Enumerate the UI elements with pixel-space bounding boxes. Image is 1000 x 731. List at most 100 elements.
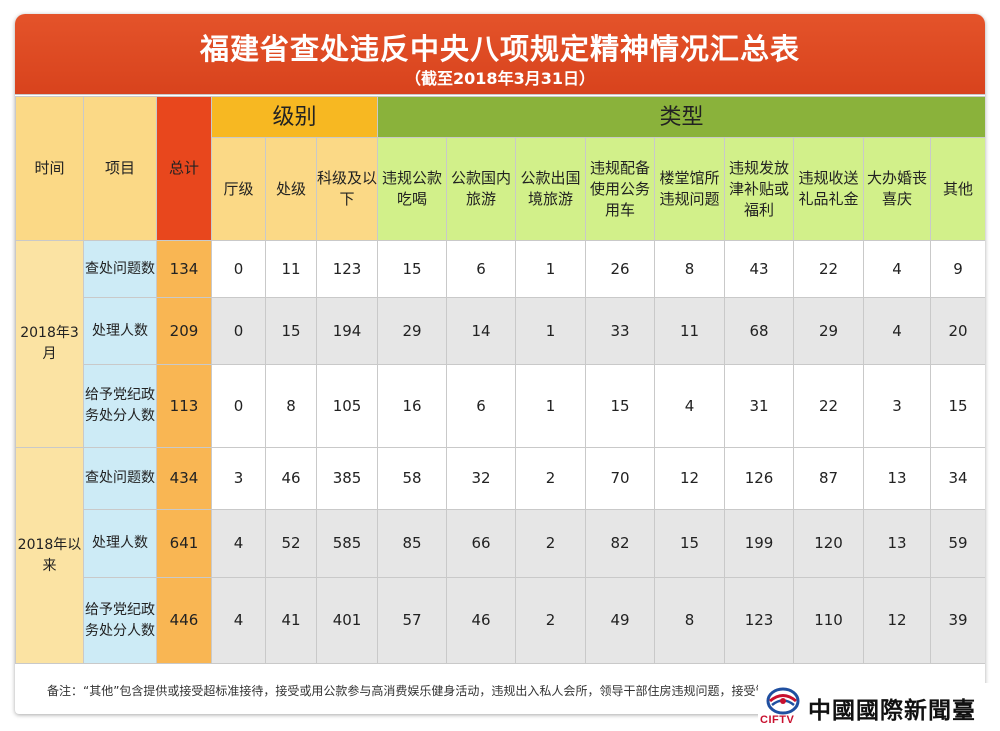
value-cell: 31: [724, 364, 795, 448]
header-row-1: 时间 项目 总计 级别 类型: [15, 96, 985, 241]
value-cell: 52: [265, 509, 317, 578]
value-cell: 22: [793, 364, 865, 448]
value-cell: 4: [863, 297, 932, 365]
value-cell: 57: [377, 577, 448, 664]
value-cell: 110: [793, 577, 865, 664]
value-cell: 2: [515, 447, 587, 510]
header-type-group: 类型: [377, 96, 985, 138]
header-project: 项目: [83, 96, 157, 241]
value-cell: 87: [793, 447, 865, 510]
item-cell: 处理人数: [83, 509, 157, 578]
item-cell: 给予党纪政务处分人数: [83, 364, 157, 448]
time-cell: 2018年3月: [15, 240, 84, 448]
value-cell: 2: [515, 509, 587, 578]
header-type: 大办婚丧喜庆: [863, 137, 932, 241]
table-row: 2018年以来 查处问题数 434 3 46 385 58 32 2 70 12…: [15, 447, 985, 664]
item-cell: 查处问题数: [83, 447, 157, 510]
value-cell: 68: [724, 297, 795, 365]
value-cell: 126: [724, 447, 795, 510]
header-type: 楼堂馆所违规问题: [654, 137, 726, 241]
value-cell: 11: [654, 297, 726, 365]
value-cell: 120: [793, 509, 865, 578]
header-type: 违规配备使用公务用车: [585, 137, 656, 241]
value-cell: 2: [515, 577, 587, 664]
header-type: 违规发放津补贴或福利: [724, 137, 795, 241]
value-cell: 401: [315, 577, 379, 664]
value-cell: 32: [446, 447, 517, 510]
header-type: 其他: [930, 137, 985, 241]
value-cell: 46: [265, 447, 317, 510]
table-row: 处理人数 641 4 52 585 85 66 2 82 15 199 120 …: [16, 509, 985, 578]
item-cell: 查处问题数: [83, 240, 157, 298]
title-bar: 福建省查处违反中央八项规定精神情况汇总表 （截至2018年3月31日）: [15, 14, 985, 95]
value-cell: 12: [654, 447, 726, 510]
value-cell: 1: [515, 364, 587, 448]
value-cell: 105: [315, 364, 379, 448]
value-cell: 15: [265, 297, 317, 365]
value-cell: 8: [265, 364, 317, 448]
value-cell: 66: [446, 509, 517, 578]
value-cell: 15: [585, 364, 656, 448]
value-cell: 3: [211, 447, 266, 510]
logo-cn-text: 中國國際新聞臺: [808, 697, 976, 724]
value-cell: 8: [654, 240, 726, 298]
summary-table-card: 福建省查处违反中央八项规定精神情况汇总表 （截至2018年3月31日） 时间 项…: [15, 14, 985, 714]
value-cell: 58: [377, 447, 448, 510]
table-row: 给予党纪政务处分人数 113 0 8 105 16 6 1 15 4 31 22…: [16, 364, 985, 448]
value-cell: 29: [793, 297, 865, 365]
value-cell: 123: [315, 240, 379, 298]
value-cell: 4: [211, 577, 266, 664]
header-type: 公款出国境旅游: [515, 137, 587, 241]
header-type: 违规收送礼品礼金: [793, 137, 865, 241]
page-title: 福建省查处违反中央八项规定精神情况汇总表: [199, 32, 800, 66]
table-row: 处理人数 209 0 15 194 29 14 1 33 11 68 29 4 …: [16, 297, 985, 365]
header-type: 违规公款吃喝: [377, 137, 448, 241]
value-cell: 39: [930, 577, 985, 664]
value-cell: 12: [863, 577, 932, 664]
value-cell: 585: [315, 509, 379, 578]
total-cell: 209: [156, 297, 212, 365]
value-cell: 22: [793, 240, 865, 298]
total-cell: 446: [156, 577, 212, 664]
value-cell: 16: [377, 364, 448, 448]
time-cell: 2018年以来: [15, 447, 84, 664]
header-level: 科级及以下: [315, 137, 379, 241]
total-cell: 134: [156, 240, 212, 298]
value-cell: 0: [211, 297, 266, 365]
summary-table: 时间 项目 总计 级别 类型 厅级 处级 科级及以下 违规公款吃喝 公款国内旅游…: [15, 96, 985, 664]
value-cell: 385: [315, 447, 379, 510]
table-row: 2018年3月 查处问题数 134 0 11 123 15 6 1 26 8 4…: [15, 240, 985, 448]
value-cell: 15: [377, 240, 448, 298]
total-cell: 641: [156, 509, 212, 578]
value-cell: 123: [724, 577, 795, 664]
header-level: 厅级: [211, 137, 266, 241]
header-level: 处级: [265, 137, 317, 241]
value-cell: 4: [654, 364, 726, 448]
header-row-2: 厅级 处级 科级及以下 违规公款吃喝 公款国内旅游 公款出国境旅游 违规配备使用…: [16, 137, 985, 241]
value-cell: 199: [724, 509, 795, 578]
item-cell: 给予党纪政务处分人数: [83, 577, 157, 664]
page-subtitle: （截至2018年3月31日）: [405, 69, 595, 88]
value-cell: 46: [446, 577, 517, 664]
value-cell: 0: [211, 240, 266, 298]
value-cell: 0: [211, 364, 266, 448]
header-level-group: 级别: [210, 96, 379, 138]
table-row: 给予党纪政务处分人数 446 4 41 401 57 46 2 49 8 123…: [16, 577, 985, 664]
cifttv-logo-icon: [766, 687, 800, 715]
value-cell: 13: [863, 447, 932, 510]
logo-en-text: CIFTV: [760, 714, 795, 726]
value-cell: 26: [585, 240, 656, 298]
value-cell: 1: [515, 240, 587, 298]
value-cell: 29: [377, 297, 448, 365]
header-total: 总计: [156, 96, 212, 241]
value-cell: 33: [585, 297, 656, 365]
value-cell: 6: [446, 364, 517, 448]
value-cell: 49: [585, 577, 656, 664]
value-cell: 85: [377, 509, 448, 578]
value-cell: 4: [863, 240, 932, 298]
header-time: 时间: [15, 96, 84, 241]
value-cell: 8: [654, 577, 726, 664]
footnote-text: 备注：“其他”包含提供或接受超标准接待，接受或用公款参与高消费娱乐健身活动，违规…: [47, 684, 852, 698]
value-cell: 15: [930, 364, 985, 448]
value-cell: 20: [930, 297, 985, 365]
